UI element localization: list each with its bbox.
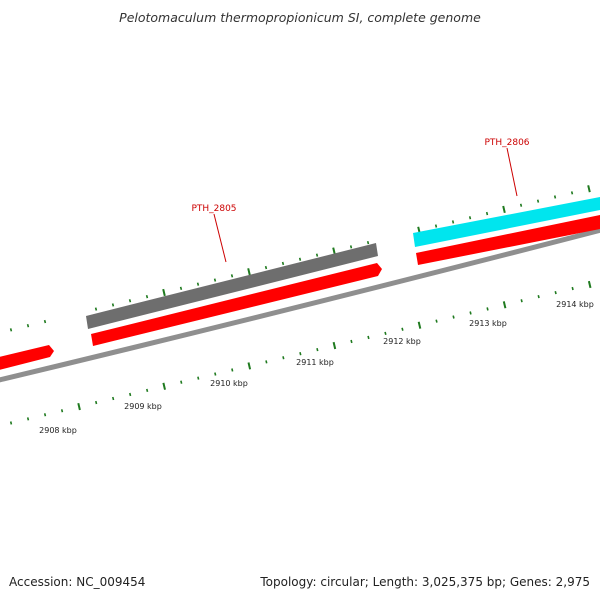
scale-tick — [128, 299, 132, 303]
scale-tick — [231, 368, 234, 372]
scale-tick — [468, 216, 472, 220]
genome-title: Pelotomaculum thermopropionicum SI, comp… — [119, 10, 481, 25]
scale-tick — [264, 265, 268, 270]
scale-tick — [485, 211, 489, 216]
scale-labels: 2908 kbp 2909 kbp 2910 kbp 2911 kbp 2912… — [39, 300, 594, 435]
accession-text: Accession: NC_009454 — [9, 575, 146, 589]
scale-tick — [9, 421, 13, 425]
scale-tick — [282, 356, 285, 360]
scale-label: 2908 kbp — [39, 426, 77, 435]
scale-tick — [180, 380, 183, 384]
gene-label-pth2806[interactable]: PTH_2806 — [484, 138, 529, 148]
scale-tick — [179, 286, 183, 291]
scale-tick — [553, 195, 557, 199]
pth2806-leader — [506, 147, 518, 197]
upper-tick-track — [9, 185, 591, 332]
scale-tick — [298, 257, 302, 261]
scale-tick — [129, 392, 132, 397]
scale-tick — [571, 286, 574, 291]
pth2805-leader — [213, 213, 227, 263]
scale-label: 2913 kbp — [469, 319, 507, 328]
scale-tick — [434, 224, 438, 228]
scale-tick — [316, 348, 319, 352]
scale-tick — [196, 282, 200, 286]
scale-tick — [486, 307, 489, 311]
scale-tick — [469, 311, 472, 315]
scale-tick — [9, 328, 13, 332]
lower-tick-track — [9, 280, 592, 425]
scale-tick — [145, 294, 149, 299]
genome-backbone — [0, 227, 600, 383]
scale-tick — [587, 280, 592, 289]
scale-tick — [452, 315, 455, 319]
scale-tick — [43, 319, 47, 324]
scale-tick — [502, 205, 506, 214]
scale-tick — [230, 274, 234, 278]
scale-tick — [384, 331, 387, 335]
gene-arrow-red-2[interactable] — [416, 215, 600, 265]
scale-tick — [587, 185, 591, 193]
gene-label-pth2805[interactable]: PTH_2805 — [191, 204, 236, 214]
scale-tick — [366, 241, 370, 245]
scale-tick — [94, 307, 98, 311]
scale-tick — [367, 335, 370, 340]
scale-tick — [401, 327, 404, 331]
scale-tick — [451, 220, 455, 224]
scale-tick — [332, 247, 336, 255]
scale-tick — [520, 299, 523, 303]
scale-label: 2914 kbp — [556, 300, 594, 309]
scale-label: 2912 kbp — [383, 337, 421, 346]
scale-tick — [162, 382, 166, 390]
scale-tick — [214, 372, 217, 376]
scale-label: 2909 kbp — [124, 402, 162, 411]
scale-tick — [95, 400, 98, 405]
scale-tick — [332, 341, 337, 350]
scale-tick — [247, 268, 251, 276]
scale-tick — [265, 360, 268, 364]
gene-pth2805-bar[interactable] — [86, 243, 378, 329]
scale-tick — [349, 245, 353, 249]
scale-tick — [350, 339, 353, 344]
scale-label: 2911 kbp — [296, 358, 334, 367]
gene-arrow-red-1[interactable] — [91, 263, 382, 346]
scale-tick — [26, 323, 30, 328]
scale-tick — [299, 352, 302, 356]
scale-tick — [417, 321, 422, 329]
scale-tick — [519, 203, 523, 207]
genome-summary-text: Topology: circular; Length: 3,025,375 bp… — [260, 575, 590, 589]
scale-tick — [281, 261, 285, 266]
scale-tick — [112, 396, 115, 401]
scale-tick — [537, 295, 540, 299]
gene-arrow-left-partial[interactable] — [0, 345, 54, 371]
scale-tick — [60, 409, 64, 413]
scale-tick — [43, 413, 47, 417]
scale-tick — [435, 319, 438, 323]
scale-tick — [247, 362, 252, 370]
scale-tick — [315, 253, 319, 257]
scale-tick — [162, 288, 166, 297]
scale-tick — [502, 301, 507, 309]
scale-tick — [570, 191, 574, 195]
scale-tick — [213, 278, 217, 282]
scale-tick — [146, 388, 149, 392]
scale-tick — [26, 417, 30, 421]
scale-tick — [554, 291, 557, 295]
gene-pth2806-bar[interactable] — [413, 197, 600, 247]
scale-label: 2910 kbp — [210, 379, 248, 388]
scale-tick — [197, 376, 200, 380]
scale-tick — [77, 402, 81, 411]
scale-tick — [111, 303, 115, 307]
scale-tick — [536, 199, 540, 203]
